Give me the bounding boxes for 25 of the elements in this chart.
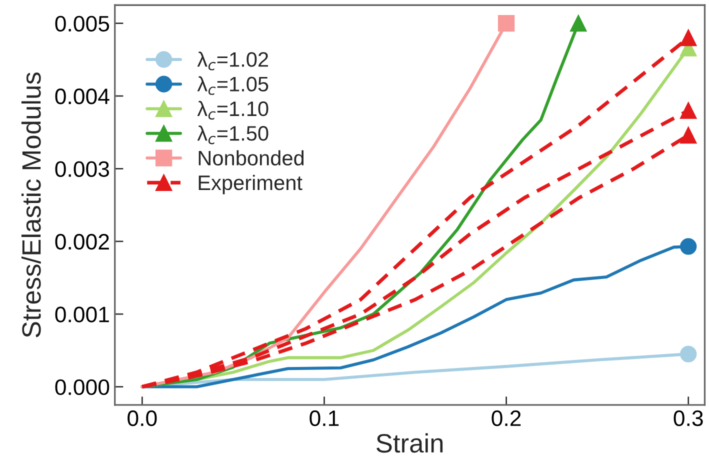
point (680, 238, 697, 255)
y-tick-label: 0.004 (55, 88, 110, 104)
y-tick-label: 0.005 (55, 16, 110, 32)
x-axis-title: Strain (376, 433, 443, 453)
y-tick-label: 0.002 (55, 234, 109, 250)
legend-label: λ$_{c}$=1.02 (197, 52, 268, 70)
point (680, 30, 697, 46)
point (498, 14, 515, 32)
y-axis-title: Stress/Elastic Modulus (21, 72, 41, 338)
y-tick-label: 0.003 (55, 161, 110, 177)
point (680, 346, 697, 362)
x-tick-label: 0.0 (128, 410, 157, 426)
y-tick-label: 0.000 (55, 379, 110, 396)
x-tick-label: 0.2 (492, 410, 521, 426)
point (680, 126, 697, 144)
legend-label: λ$_{c}$=1.10 (197, 100, 268, 120)
x-tick-label: 0.3 (674, 410, 703, 426)
legend-label: Experiment (198, 174, 302, 194)
y-tick-label: 0.001 (55, 306, 109, 322)
legend-label: Nonbonded (198, 150, 304, 166)
legend-label: λ$_{c}$=1.05 (197, 76, 268, 95)
point (570, 14, 587, 32)
x-tick-label: 0.1 (310, 410, 339, 426)
point (680, 102, 697, 119)
legend-label: λ$_{c}$=1.50 (197, 125, 268, 144)
